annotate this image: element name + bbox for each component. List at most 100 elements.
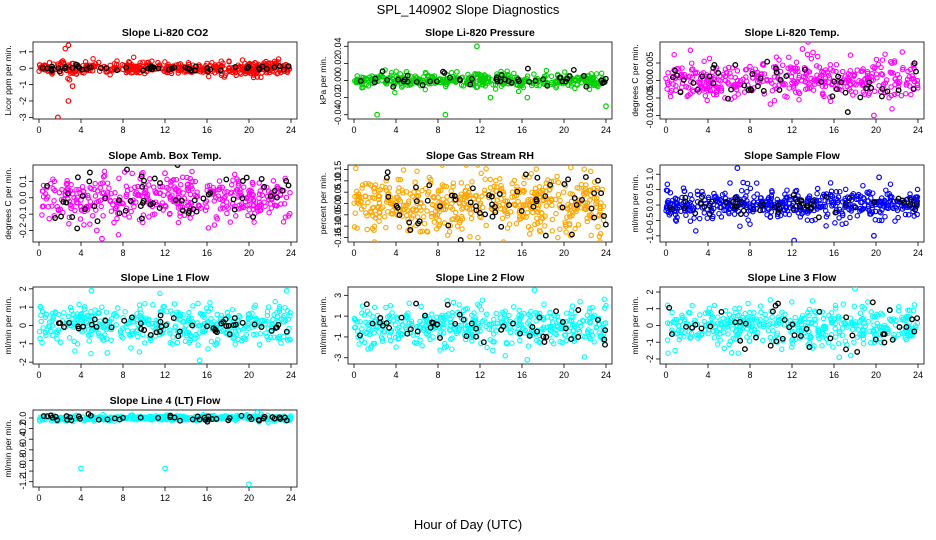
data-point bbox=[855, 191, 862, 198]
data-point-reference bbox=[271, 64, 278, 71]
data-point bbox=[887, 69, 894, 75]
data-point-reference bbox=[879, 85, 886, 92]
data-point bbox=[762, 198, 769, 205]
data-point bbox=[369, 194, 376, 201]
data-point bbox=[449, 309, 456, 316]
data-point bbox=[387, 194, 394, 200]
data-point bbox=[894, 78, 900, 85]
data-point bbox=[533, 191, 539, 198]
data-point bbox=[676, 204, 682, 211]
data-point bbox=[755, 199, 761, 206]
data-point bbox=[153, 189, 160, 196]
data-point bbox=[806, 85, 813, 92]
data-point bbox=[189, 69, 195, 75]
data-point bbox=[204, 413, 211, 420]
data-point bbox=[860, 340, 867, 347]
data-point bbox=[724, 203, 731, 209]
data-point bbox=[394, 79, 401, 85]
data-point bbox=[224, 210, 230, 217]
data-point bbox=[60, 209, 66, 216]
data-point bbox=[848, 88, 854, 95]
data-point bbox=[541, 79, 548, 85]
data-point bbox=[589, 314, 596, 321]
y-tick-label: -0.005 bbox=[645, 85, 655, 111]
data-point bbox=[717, 204, 723, 211]
data-point-reference bbox=[91, 316, 98, 323]
data-point bbox=[579, 74, 585, 81]
data-point bbox=[465, 76, 472, 82]
data-point bbox=[287, 416, 293, 422]
data-point bbox=[227, 315, 233, 321]
data-point bbox=[374, 204, 381, 211]
data-point bbox=[135, 321, 141, 328]
data-point bbox=[729, 65, 736, 71]
y-tick-label: 0.00 bbox=[333, 72, 343, 90]
data-point bbox=[498, 71, 505, 77]
data-point bbox=[813, 197, 820, 204]
data-point bbox=[822, 323, 828, 330]
data-point bbox=[717, 331, 723, 337]
data-point bbox=[409, 322, 415, 329]
data-point bbox=[663, 187, 670, 193]
data-point bbox=[250, 192, 256, 198]
data-point bbox=[152, 199, 159, 205]
data-point bbox=[84, 207, 91, 213]
data-point-reference bbox=[706, 202, 713, 209]
data-point bbox=[796, 335, 803, 341]
data-point bbox=[569, 212, 575, 219]
data-point bbox=[825, 72, 832, 79]
data-point bbox=[456, 322, 462, 329]
data-point bbox=[833, 207, 840, 213]
data-point bbox=[241, 68, 248, 75]
data-point bbox=[722, 190, 728, 197]
data-point bbox=[860, 332, 866, 339]
data-point bbox=[130, 318, 136, 325]
data-point-reference bbox=[556, 74, 563, 81]
data-point bbox=[168, 416, 175, 422]
data-point-reference bbox=[602, 327, 609, 334]
data-point bbox=[585, 204, 591, 211]
data-point bbox=[750, 199, 757, 205]
data-point bbox=[168, 308, 174, 314]
data-point bbox=[462, 194, 469, 201]
data-point bbox=[253, 317, 259, 324]
data-point bbox=[396, 77, 402, 84]
data-point bbox=[141, 318, 148, 325]
x-tick-label: 8 bbox=[747, 370, 752, 380]
data-point bbox=[672, 196, 679, 202]
data-point bbox=[574, 203, 581, 210]
data-point bbox=[272, 60, 278, 66]
data-point bbox=[189, 319, 196, 325]
data-point bbox=[488, 76, 495, 83]
data-point bbox=[475, 165, 481, 168]
y-tick-label: -0.5 bbox=[645, 213, 655, 229]
data-point bbox=[673, 87, 679, 94]
points-group bbox=[663, 42, 921, 119]
data-point bbox=[180, 190, 186, 196]
data-point bbox=[453, 78, 459, 84]
data-point bbox=[798, 327, 804, 334]
data-point bbox=[553, 326, 559, 333]
data-point bbox=[165, 63, 171, 70]
data-point bbox=[788, 66, 794, 72]
data-point bbox=[716, 199, 723, 206]
data-point-reference bbox=[49, 63, 55, 70]
data-point bbox=[695, 191, 701, 198]
data-point bbox=[796, 96, 802, 103]
data-point-reference bbox=[74, 174, 81, 181]
data-point bbox=[128, 345, 134, 351]
data-point bbox=[670, 81, 676, 87]
data-point bbox=[177, 213, 183, 219]
data-point bbox=[97, 414, 103, 420]
data-point bbox=[476, 303, 483, 309]
data-point bbox=[784, 208, 790, 214]
data-point bbox=[472, 315, 478, 321]
data-point bbox=[494, 320, 500, 327]
data-point-reference bbox=[500, 323, 507, 330]
data-point bbox=[126, 68, 132, 74]
data-point bbox=[910, 332, 916, 339]
data-point bbox=[174, 339, 181, 346]
data-point bbox=[254, 64, 260, 71]
data-point bbox=[463, 79, 470, 86]
data-point bbox=[566, 318, 573, 324]
